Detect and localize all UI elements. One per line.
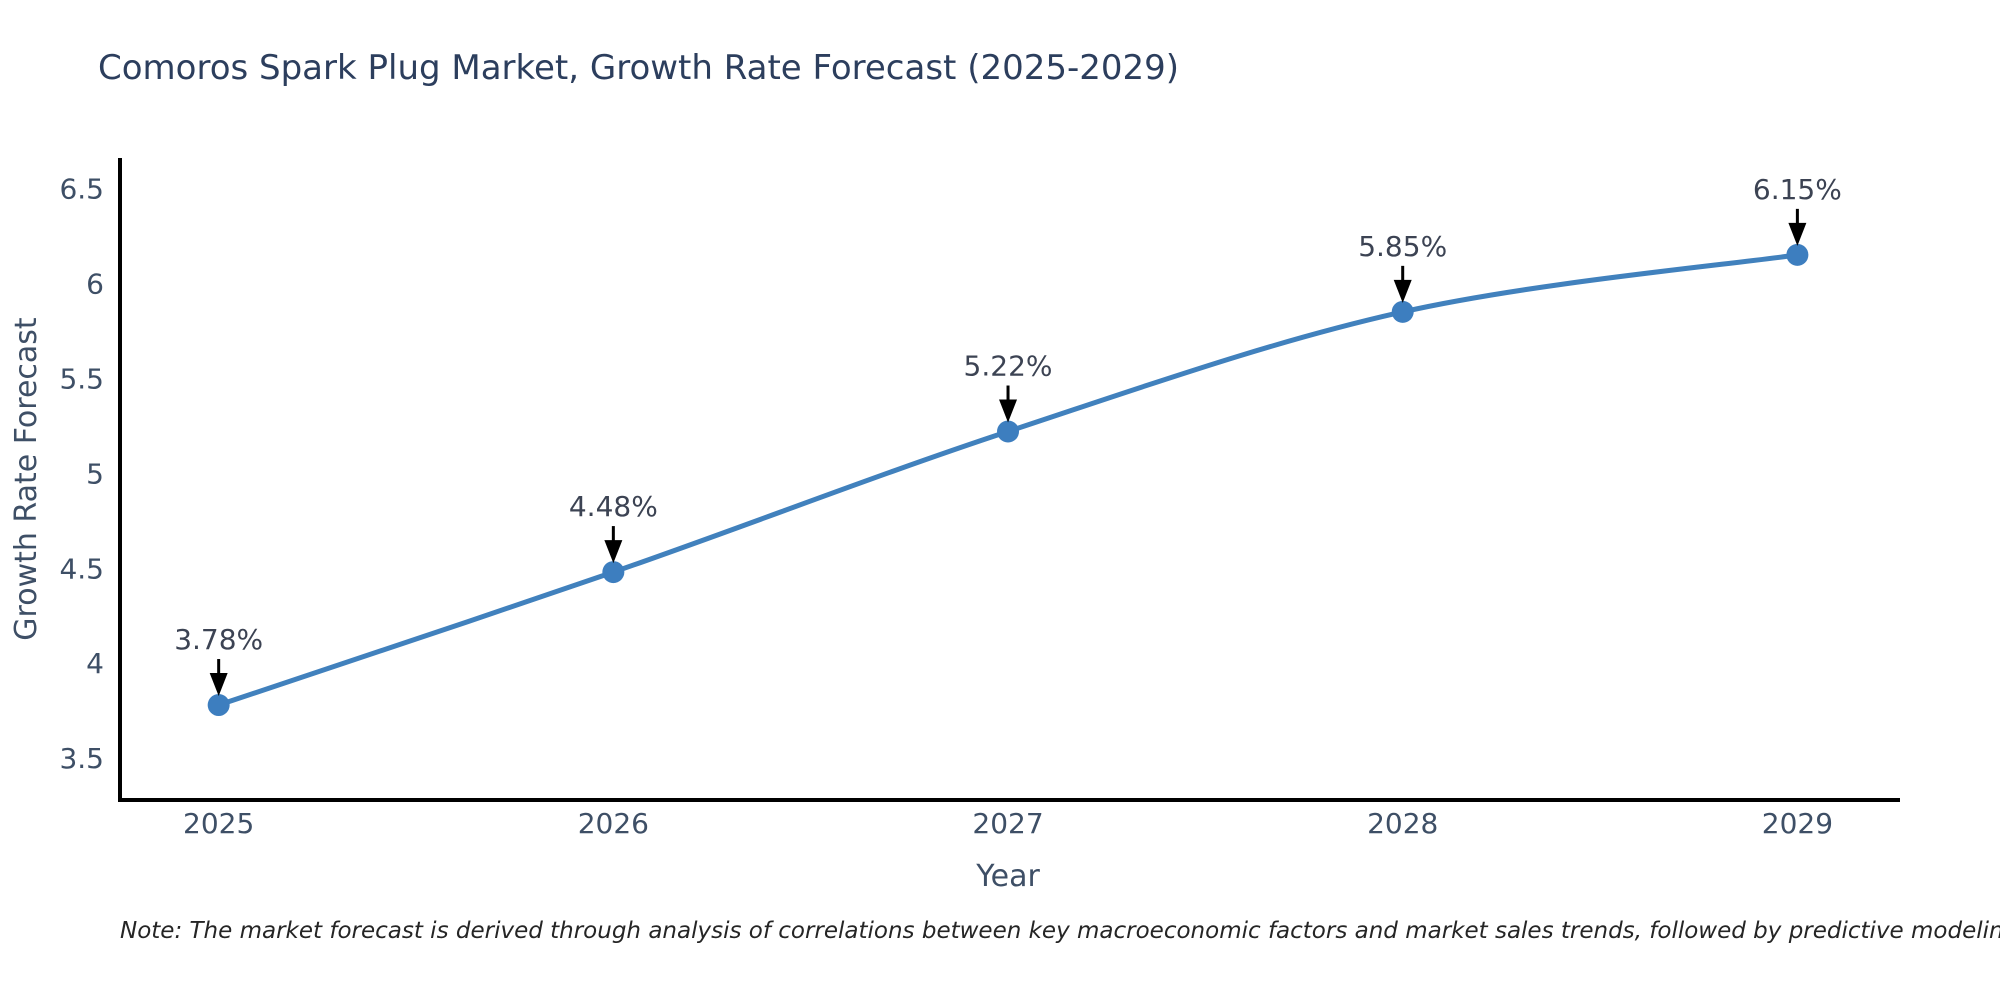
y-tick-label: 4 xyxy=(86,647,104,680)
data-point-label: 5.22% xyxy=(964,350,1053,383)
data-point-marker xyxy=(207,694,230,717)
y-tick-label: 6.5 xyxy=(59,172,104,205)
x-tick-label: 2025 xyxy=(183,807,254,840)
footnote: Note: The market forecast is derived thr… xyxy=(120,918,2000,944)
x-tick-label: 2026 xyxy=(578,807,649,840)
y-tick-label: 3.5 xyxy=(59,742,104,775)
data-point-label: 4.48% xyxy=(569,490,658,523)
x-tick-label: 2027 xyxy=(972,807,1043,840)
annotation-arrow-head xyxy=(999,399,1018,423)
x-tick-label: 2028 xyxy=(1367,807,1438,840)
data-point-label: 6.15% xyxy=(1753,173,1842,206)
data-point-marker xyxy=(1786,243,1809,266)
annotation-arrow-head xyxy=(1393,279,1412,303)
x-tick-label: 2029 xyxy=(1762,807,1833,840)
y-tick-label: 4.5 xyxy=(59,552,104,585)
data-point-marker xyxy=(1391,300,1414,323)
data-point-marker xyxy=(602,561,625,584)
data-point-label: 3.78% xyxy=(174,623,263,656)
annotation-arrow-head xyxy=(604,540,623,564)
y-tick-label: 6 xyxy=(86,267,104,300)
y-tick-label: 5 xyxy=(86,457,104,490)
forecast-line xyxy=(216,252,1800,708)
line-chart: 3.5 4 4.5 5 5.5 6 6.5 2025 2026 2027 2028 2029 Year G… xyxy=(9,158,1900,894)
chart-title: Comoros Spark Plug Market, Growth Rate F… xyxy=(98,48,1180,88)
y-axis-title: Growth Rate Forecast xyxy=(9,317,44,641)
data-point-marker xyxy=(997,420,1020,443)
annotation-arrow-head xyxy=(209,673,228,697)
annotation-arrow-head xyxy=(1788,222,1807,246)
x-axis-title: Year xyxy=(975,859,1040,894)
data-point-label: 5.85% xyxy=(1358,230,1447,263)
y-tick-label: 5.5 xyxy=(59,362,104,395)
